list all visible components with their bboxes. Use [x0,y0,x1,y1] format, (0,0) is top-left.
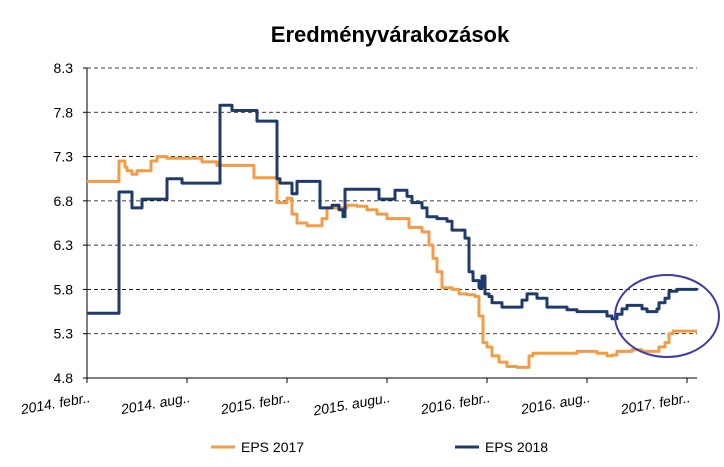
y-axis-ticks: 8.3 7.8 7.3 6.8 6.3 5.8 5.3 4.8 [54,60,87,386]
x-tick-label: 2017. febr.. [619,389,692,417]
y-tick-label: 7.8 [54,104,74,120]
series-line-eps-2017 [87,155,697,369]
x-axis-ticks: 2014. febr.. 2014. aug.. 2015. febr.. 2015.… [19,378,692,419]
y-tick-label: 4.8 [54,370,74,386]
y-tick-label: 5.3 [54,326,74,342]
series-group [87,103,699,369]
chart-title: Eredményvárakozások [271,22,510,47]
x-tick-label: 2014. febr.. [19,389,92,417]
legend: EPS 2017 EPS 2018 [211,439,548,455]
y-tick-label: 8.3 [54,60,74,76]
gridlines [87,67,697,335]
x-tick-label: 2015. augu.. [311,389,391,418]
highlight-ellipse [614,274,720,358]
x-tick-label: 2014. aug.. [119,389,192,417]
y-tick-label: 5.8 [54,281,74,297]
y-tick-label: 6.8 [54,193,74,209]
x-tick-label: 2015. febr.. [219,389,292,417]
series-line-eps-2018 [87,103,699,321]
legend-label: EPS 2018 [485,439,548,455]
y-tick-label: 7.3 [54,149,74,165]
y-tick-label: 6.3 [54,237,74,253]
x-tick-label: 2016. febr.. [419,389,492,417]
legend-label: EPS 2017 [241,439,304,455]
x-tick-label: 2016. aug.. [519,389,592,417]
